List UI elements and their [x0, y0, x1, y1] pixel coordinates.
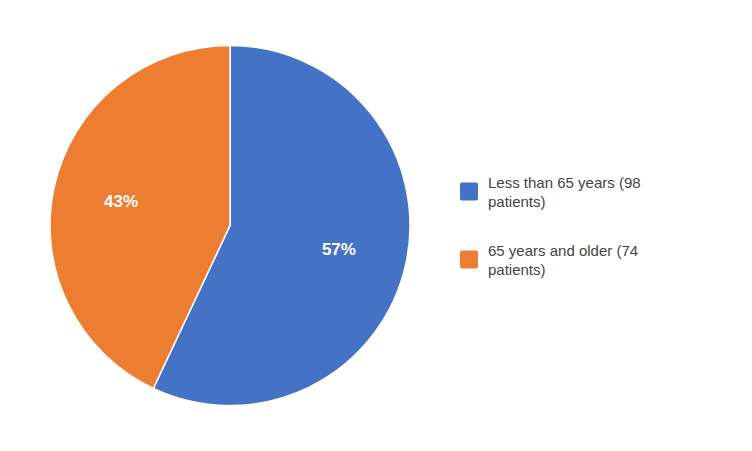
legend-label: 65 years and older (74patients) [488, 242, 638, 278]
data-label: 57% [322, 240, 356, 259]
legend: Less than 65 years (98patients) 65 years … [460, 174, 641, 278]
legend-entry: Less than 65 years (98patients) [460, 174, 641, 210]
pie [50, 46, 410, 406]
chart-container: 57% 43% Less than 65 years (98patients) 65 … [0, 0, 752, 451]
legend-swatch [460, 183, 478, 201]
legend-swatch [460, 251, 478, 269]
legend-label: Less than 65 years (98patients) [488, 174, 641, 210]
chart-svg: 57% 43% Less than 65 years (98patients) 65 … [0, 0, 752, 451]
legend-entry: 65 years and older (74patients) [460, 242, 638, 278]
pie-slice [50, 46, 230, 389]
data-labels: 57% 43% [104, 192, 356, 260]
data-label: 43% [104, 192, 138, 211]
